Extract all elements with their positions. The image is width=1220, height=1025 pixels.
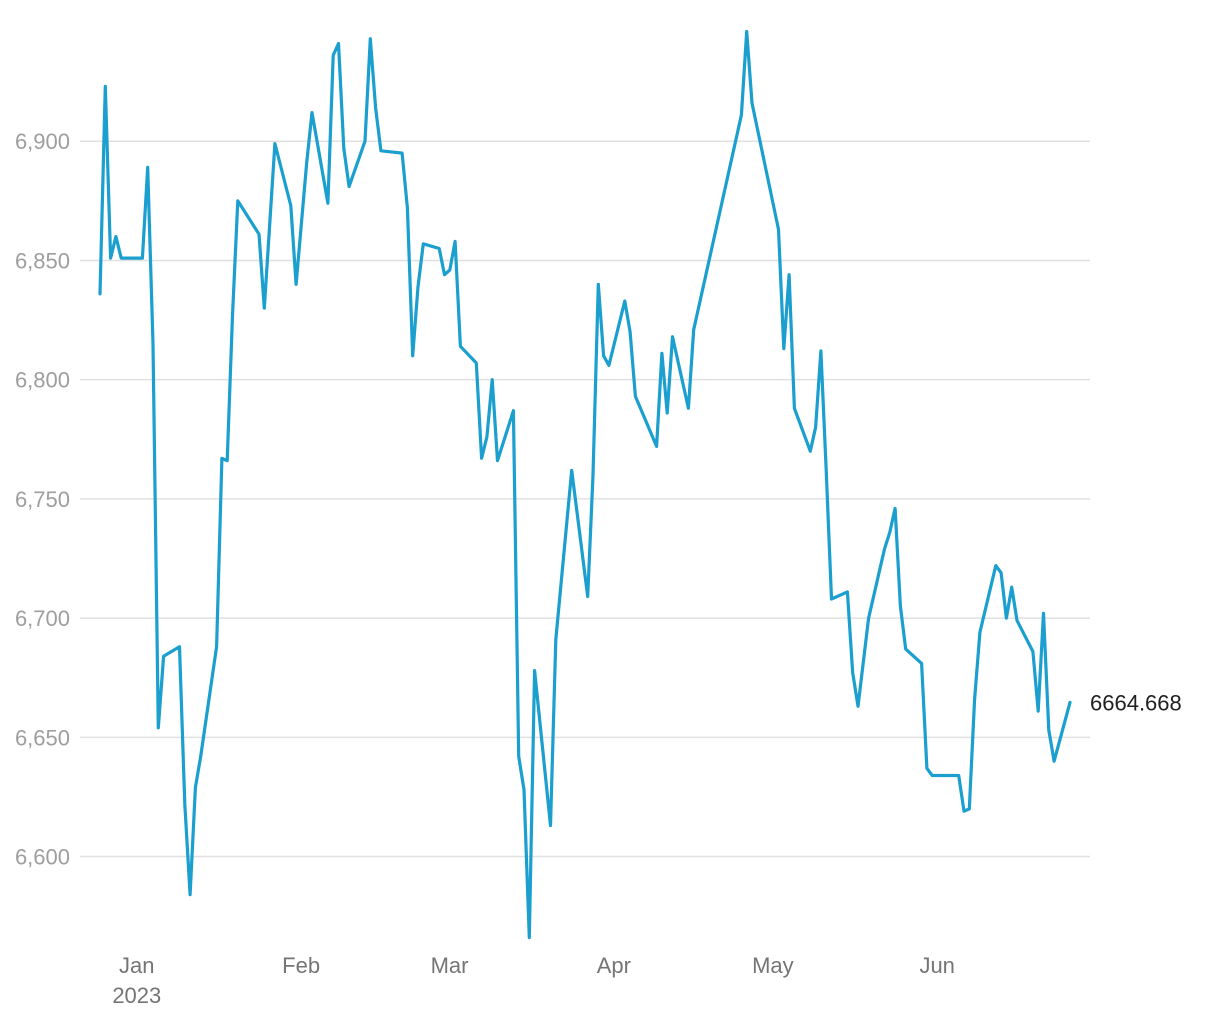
y-tick-label: 6,700 (15, 606, 70, 631)
x-tick-label: Apr (597, 953, 631, 978)
y-tick-label: 6,900 (15, 129, 70, 154)
y-tick-label: 6,850 (15, 248, 70, 273)
x-tick-label: May (752, 953, 794, 978)
last-value-label: 6664.668 (1090, 690, 1182, 715)
y-tick-label: 6,800 (15, 368, 70, 393)
y-tick-label: 6,750 (15, 487, 70, 512)
series-line (98, 29, 1072, 940)
x-tick-label: Feb (282, 953, 320, 978)
y-tick-label: 6,650 (15, 725, 70, 750)
series-layer (98, 29, 1072, 940)
x-tick-sublabel: 2023 (112, 983, 161, 1008)
gridlines (80, 140, 1090, 858)
x-tick-label: Mar (431, 953, 469, 978)
y-axis-ticks: 6,600 6,650 6,700 6,750 6,800 6,850 6,900 (15, 129, 70, 869)
x-tick-label: Jan (119, 953, 154, 978)
y-tick-label: 6,600 (15, 845, 70, 870)
x-axis-ticks: Jan 2023 Feb Mar Apr May Jun (112, 953, 955, 1008)
x-tick-label: Jun (919, 953, 954, 978)
